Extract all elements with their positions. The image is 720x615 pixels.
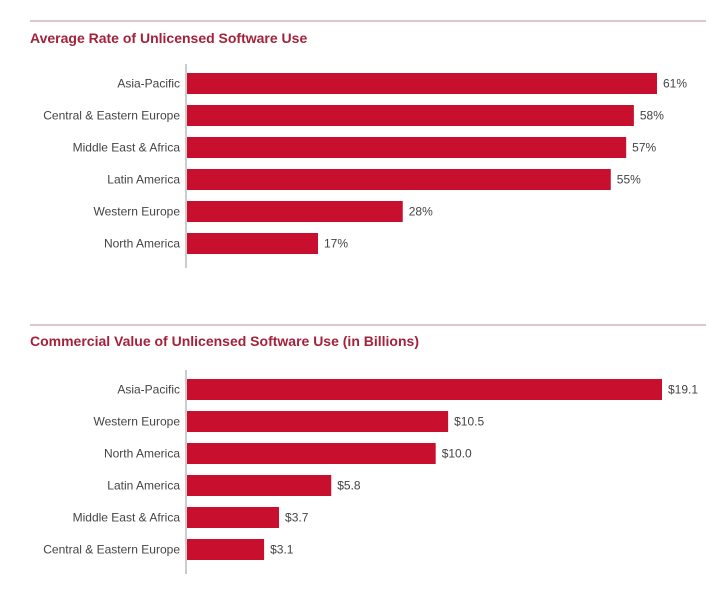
category-label: Western Europe	[94, 415, 181, 429]
category-label: North America	[104, 447, 180, 461]
category-label: Middle East & Africa	[73, 141, 181, 155]
category-label: Asia-Pacific	[117, 77, 180, 91]
data-label: 58%	[640, 109, 664, 123]
category-label: Middle East & Africa	[73, 511, 181, 525]
data-label: 28%	[409, 205, 433, 219]
category-label: Central & Eastern Europe	[43, 543, 180, 557]
top-separator	[30, 20, 706, 22]
bar-middle-east-africa	[187, 507, 280, 528]
middle-separator	[30, 324, 706, 326]
category-label: Latin America	[107, 479, 180, 493]
bar-latin-america	[187, 475, 332, 496]
bar-asia-pacific	[187, 379, 662, 400]
chart-2: Asia-Pacific $19.1 Western Europe $10.5 Nort…	[43, 370, 698, 574]
bar-central-eastern-europe	[187, 539, 265, 560]
bar-north-america	[187, 233, 318, 254]
bar-latin-america	[187, 169, 611, 190]
data-label: 61%	[663, 77, 687, 91]
chart-2-title: Commercial Value of Unlicensed Software …	[30, 333, 419, 349]
chart-1: Asia-Pacific 61% Central & Eastern Europe 5…	[43, 64, 687, 268]
data-label: $3.7	[285, 511, 309, 525]
data-label: $3.1	[270, 543, 294, 557]
data-label: 55%	[617, 173, 641, 187]
data-label: $10.0	[442, 447, 472, 461]
bar-western-europe	[187, 201, 403, 222]
data-label: $5.8	[337, 479, 361, 493]
data-label: 17%	[324, 237, 348, 251]
category-label: Western Europe	[94, 205, 181, 219]
data-label: $19.1	[668, 383, 698, 397]
bar-western-europe	[187, 411, 449, 432]
category-label: North America	[104, 237, 180, 251]
bar-middle-east-africa	[187, 137, 627, 158]
category-label: Asia-Pacific	[117, 383, 180, 397]
category-label: Latin America	[107, 173, 180, 187]
chart-1-title: Average Rate of Unlicensed Software Use	[30, 30, 308, 46]
category-label: Central & Eastern Europe	[43, 109, 180, 123]
bar-north-america	[187, 443, 436, 464]
bar-central-eastern-europe	[187, 105, 634, 126]
data-label: 57%	[632, 141, 656, 155]
data-label: $10.5	[454, 415, 484, 429]
bar-asia-pacific	[187, 73, 657, 94]
